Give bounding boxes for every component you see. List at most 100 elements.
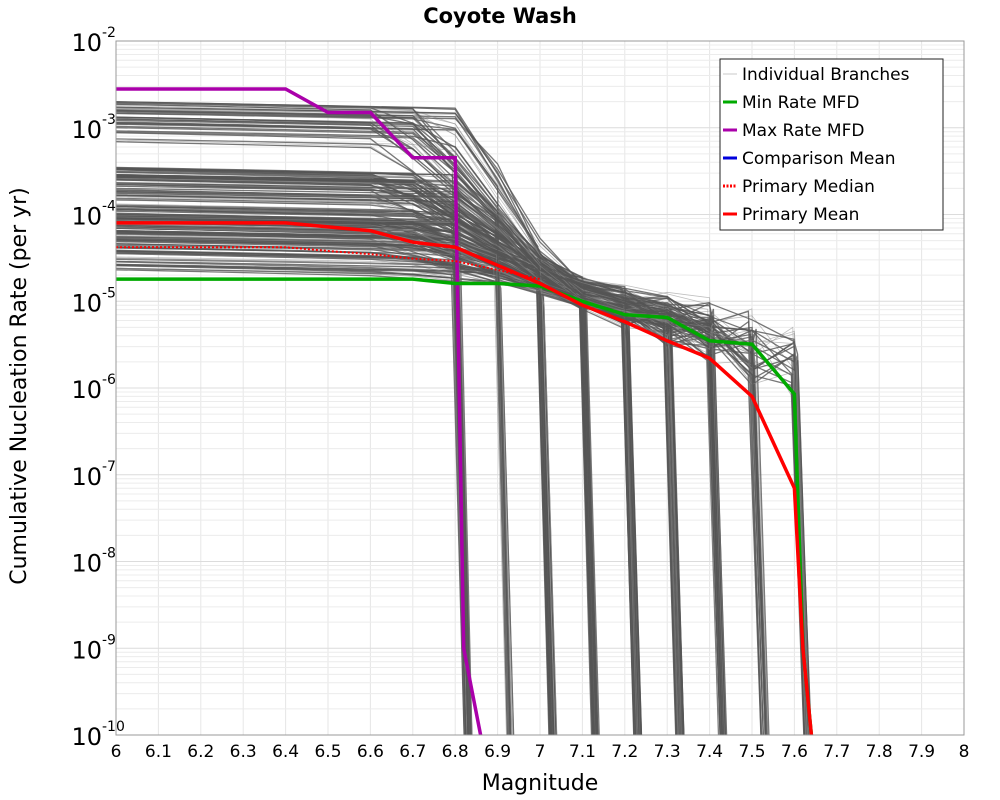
branch-curve [115,187,555,736]
x-tick-label: 6.2 [187,742,214,762]
branch-curve [115,242,637,736]
x-tick-label: 7.4 [696,742,723,762]
x-tick-label: 7.6 [781,742,808,762]
branch-curve [115,218,597,736]
branch-curve [115,215,465,736]
branch-curve [115,218,469,736]
branch-curve [115,225,467,736]
series-line-primary-median [116,246,541,281]
plot-frame [115,40,965,736]
x-tick-label: 6.9 [484,742,511,762]
branch-curve [115,216,558,736]
branch-curve [115,236,467,736]
branch-curve [115,223,513,736]
x-axis-label: Magnitude [482,771,599,796]
x-tick-label: 6.8 [442,742,469,762]
y-tick-exponent: -8 [102,546,116,562]
series-line-primary-mean [116,221,814,736]
y-tick-exponent: -2 [102,25,116,41]
branch-curve [115,246,723,736]
branch-curve [115,227,472,736]
x-tick-label: 8 [959,742,970,762]
branch-curve [115,232,597,736]
branch-curve [115,220,594,736]
legend-label: Comparison Mean [742,149,896,169]
branch-curve [115,224,677,736]
x-tick-label: 6.3 [230,742,257,762]
y-tick-exponent: -4 [102,199,116,215]
x-tick-labels: 6 6.1 6.2 6.3 6.4 6.5 6.6 6.7 6.8 6.9 7 7.1 7.2 7.3 7.… [111,742,970,762]
y-tick-label: 10 [71,376,102,404]
x-tick-label: 6.6 [357,742,384,762]
branch-curve [115,210,639,736]
branch-curve [115,181,766,736]
branch-curve [115,102,810,736]
branch-curve [115,237,472,736]
branch-curve [115,116,722,736]
branch-curve [115,122,553,736]
y-tick-label: 10 [71,289,102,317]
branch-curve [115,138,556,736]
branch-curve [115,204,808,736]
branch-curve [115,250,642,736]
branch-curve [115,205,510,736]
branch-curve [115,218,684,736]
y-tick-exponent: -7 [102,459,116,475]
chart-title: Coyote Wash [423,4,577,28]
branch-curve [115,235,551,736]
legend-box [719,58,944,231]
branch-curve [115,261,509,736]
branch-curve [115,220,468,736]
y-tick-exponent: -5 [102,285,116,301]
branch-curve [115,217,551,736]
legend-label: Primary Median [742,177,875,197]
branch-curve [115,257,639,736]
branch-curve [115,216,596,736]
branch-curve [115,195,806,736]
branch-curve [115,214,467,736]
branch-curve [115,208,471,736]
branch-curve [115,219,558,736]
x-tick-label: 7.8 [866,742,893,762]
x-tick-label: 7.2 [611,742,638,762]
branch-curve [115,222,640,736]
x-tick-label: 7.7 [823,742,850,762]
branch-curve [115,112,766,736]
legend-label: Individual Branches [742,65,910,85]
branch-curve [115,258,635,736]
x-tick-label: 7.1 [569,742,596,762]
x-tick-label: 7.5 [738,742,765,762]
y-tick-label: 10 [71,29,102,57]
y-tick-label: 10 [71,550,102,578]
branch-curve [115,206,685,736]
branch-curve [115,235,556,736]
branch-curve [115,258,512,736]
branch-curve [115,215,555,736]
branch-curve [115,257,472,736]
branch-curve [115,224,810,736]
series-line-min-rate-mfd [116,277,814,736]
branch-curve [115,261,637,736]
branch-curve [115,224,551,736]
y-tick-label: 10 [71,203,102,231]
branch-curve [115,267,557,736]
branch-curve [115,217,594,736]
x-tick-label: 6.7 [399,742,426,762]
branch-curve [115,226,470,736]
x-tick-label: 7 [535,742,546,762]
y-tick-label: 10 [71,116,102,144]
x-tick-label: 6.1 [145,742,172,762]
y-tick-label: 10 [71,463,102,491]
y-axis-label: Cumulative Nucleation Rate (per yr) [7,187,32,585]
branch-curve [115,263,473,736]
branch-curve [115,237,636,736]
branch-curve [115,179,723,736]
y-tick-exponent: -10 [102,719,125,735]
x-tick-label: 6.4 [272,742,299,762]
legend-label: Min Rate MFD [742,93,860,113]
x-tick-label: 6.5 [314,742,341,762]
branch-curve [115,260,551,736]
legend: Individual Branches Min Rate MFD Max Rate … [719,58,944,231]
